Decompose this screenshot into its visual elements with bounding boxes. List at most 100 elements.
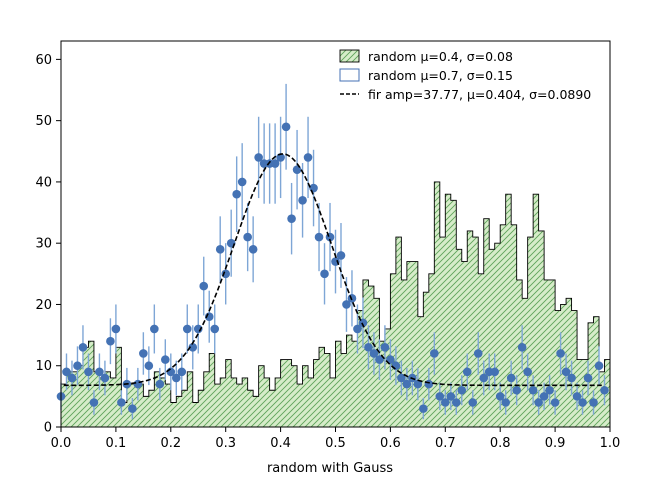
data-point	[523, 367, 532, 377]
data-point	[419, 404, 428, 413]
y-tick-label: 10	[35, 359, 52, 374]
data-point	[353, 324, 362, 334]
legend-swatch-histogram	[339, 49, 360, 63]
data-point	[468, 398, 478, 407]
data-point	[188, 343, 198, 352]
data-point	[67, 373, 77, 383]
data-point	[446, 392, 456, 401]
data-point	[430, 349, 439, 358]
data-point	[73, 361, 82, 371]
data-point	[495, 392, 505, 401]
x-tick-label: 0.7	[435, 436, 456, 451]
y-tick-label: 20	[35, 298, 52, 313]
data-point	[589, 398, 598, 407]
gaussian-fit-line	[63, 153, 602, 387]
data-point	[320, 269, 329, 279]
data-point	[62, 367, 71, 377]
data-point	[95, 367, 104, 377]
data-point	[100, 373, 110, 383]
data-point	[210, 324, 220, 334]
data-point	[583, 373, 593, 383]
data-point	[281, 122, 291, 132]
data-point	[287, 214, 296, 223]
data-point	[424, 379, 434, 389]
data-point	[391, 361, 401, 371]
data-point	[221, 269, 230, 279]
data-point	[117, 398, 126, 407]
data-point	[572, 392, 582, 401]
data-point	[106, 336, 115, 346]
data-point	[375, 355, 384, 364]
data-point	[270, 159, 280, 168]
data-point	[490, 367, 500, 377]
data-point	[139, 349, 148, 358]
legend: random μ=0.4, σ=0.08 random μ=0.7, σ=0.15…	[339, 49, 591, 102]
x-axis-label: random with Gauss	[267, 461, 393, 476]
plot-area	[56, 83, 611, 428]
data-point	[89, 398, 99, 407]
legend-label-histogram: random μ=0.4, σ=0.08	[368, 49, 513, 64]
data-point	[199, 281, 209, 291]
y-tick-label: 40	[35, 175, 52, 190]
data-point	[397, 373, 406, 383]
data-point	[451, 398, 461, 407]
data-point	[161, 355, 170, 364]
data-point	[133, 379, 143, 389]
legend-label-fit: fir amp=37.77, μ=0.404, σ=0.0890	[368, 87, 591, 102]
data-point	[150, 324, 159, 334]
data-point	[567, 373, 576, 383]
data-point	[545, 385, 554, 395]
data-point	[78, 343, 88, 352]
x-tick-label: 0.6	[380, 436, 401, 451]
data-point	[215, 245, 225, 254]
data-point	[182, 324, 192, 334]
axes: 0.0 0.1 0.2 0.3 0.4 0.5 0.6 0.7 0.8 0.9 1.0 0 10 20 30…	[35, 40, 621, 451]
data-point	[309, 183, 318, 193]
data-point	[243, 232, 252, 242]
data-point	[369, 349, 379, 358]
data-point	[457, 385, 467, 395]
data-point	[501, 398, 510, 407]
data-point	[336, 251, 346, 260]
data-point	[550, 398, 560, 407]
data-point	[528, 385, 538, 395]
x-tick-label: 0.4	[270, 436, 291, 451]
data-point	[600, 385, 609, 395]
data-point	[539, 392, 549, 401]
data-point	[128, 404, 137, 413]
x-tick-label: 0.9	[545, 436, 566, 451]
data-point	[413, 379, 423, 389]
data-point	[473, 349, 483, 358]
data-point	[155, 379, 165, 389]
data-point	[358, 318, 368, 328]
data-point	[578, 398, 587, 407]
data-point	[254, 153, 263, 162]
data-point	[556, 349, 565, 358]
data-point	[298, 196, 307, 205]
data-point	[594, 361, 604, 371]
data-point	[237, 177, 247, 187]
data-point	[171, 373, 181, 383]
data-point	[314, 232, 324, 242]
y-tick-label: 60	[35, 53, 52, 68]
x-tick-label: 0.2	[160, 436, 181, 451]
y-tick-label: 50	[35, 114, 52, 129]
data-point	[402, 379, 412, 389]
data-point	[506, 373, 516, 383]
x-tick-label: 0.5	[325, 436, 346, 451]
data-point	[441, 398, 450, 407]
data-point	[534, 398, 543, 407]
legend-label-points: random μ=0.7, σ=0.15	[368, 68, 513, 83]
x-tick-label: 0.0	[51, 436, 72, 451]
x-tick-label: 0.1	[106, 436, 127, 451]
data-point	[111, 324, 121, 334]
data-point	[479, 373, 489, 383]
data-point	[462, 367, 472, 377]
scatter-errorbar-series	[56, 83, 609, 420]
x-tick-label: 1.0	[600, 436, 621, 451]
data-point	[435, 392, 445, 401]
data-point	[303, 153, 313, 162]
data-point	[342, 300, 351, 309]
data-point	[512, 385, 521, 395]
